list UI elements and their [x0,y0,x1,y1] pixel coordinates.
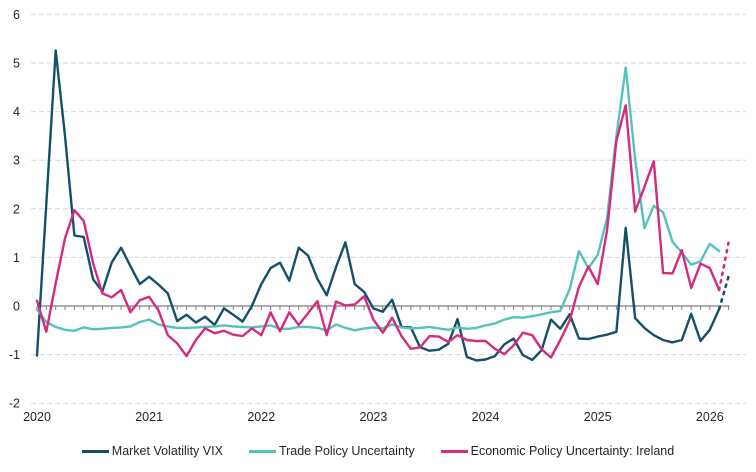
legend-label-tpu: Trade Policy Uncertainty [278,444,415,458]
legend-item-tpu: Trade Policy Uncertainty [248,444,415,458]
vix-line-swatch [81,449,109,453]
series-line-0-dashed [717,275,730,311]
y-axis-label: 5 [13,57,20,71]
y-axis-label: 3 [13,154,20,168]
chart-legend: Market Volatility VIX Trade Policy Uncer… [0,444,756,458]
y-axis-label: 2 [13,202,20,216]
epu-line-swatch [440,449,468,453]
x-axis-label: 2023 [360,410,388,424]
legend-label-vix: Market Volatility VIX [111,444,223,458]
legend-label-epu: Economic Policy Uncertainty: Ireland [470,444,675,458]
x-axis-label: 2021 [135,410,163,424]
y-axis-label: 1 [13,251,20,265]
series-line-1-solid [35,66,721,332]
legend-item-vix: Market Volatility VIX [81,444,223,458]
y-axis-label: -1 [9,348,20,362]
y-axis-label: 0 [13,300,20,314]
x-axis-label: 2022 [247,410,275,424]
legend-item-epu: Economic Policy Uncertainty: Ireland [440,444,675,458]
y-axis-label: 4 [13,105,20,119]
x-axis-label: 2020 [23,410,51,424]
series-line-2-dashed [717,241,730,292]
x-axis-label: 2024 [472,410,500,424]
y-axis-label: 6 [13,8,20,22]
series-line-0-solid [35,49,721,362]
x-axis-label: 2025 [584,410,612,424]
y-axis-label: -2 [9,397,20,411]
x-axis-label: 2026 [696,410,724,424]
series-line-2-solid [35,104,721,359]
tpu-line-swatch [248,449,276,453]
